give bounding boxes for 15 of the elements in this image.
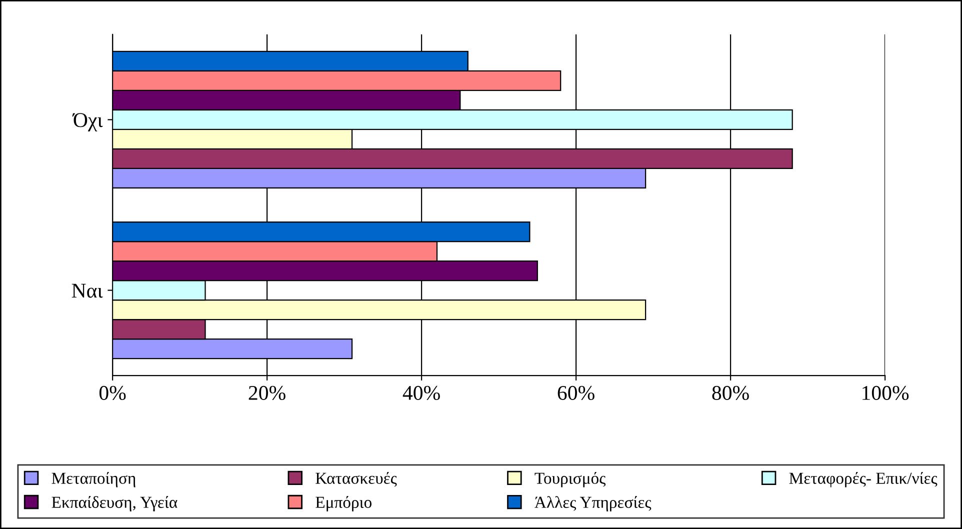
x-tick-label: 40% — [402, 386, 440, 400]
legend-label: Άλλες Υπηρεσίες — [534, 496, 652, 512]
x-tick-label: 0% — [99, 386, 126, 400]
x-tick-label: 60% — [558, 386, 594, 400]
legend-label: Κατασκευές — [316, 472, 397, 487]
x-tick-label: 100% — [862, 386, 909, 400]
y-tick-label: Όχι — [72, 113, 103, 132]
x-tick-label: 20% — [248, 386, 286, 400]
y-tick-label: Ναι — [72, 284, 103, 298]
legend-label: Εμπόριο — [316, 496, 372, 512]
legend-label: Μεταποίηση — [52, 472, 136, 488]
legend-label: Μεταφορές- Επικ/νίες — [789, 472, 938, 488]
x-tick-label: 80% — [712, 386, 749, 400]
legend-label: Τουρισμός — [534, 472, 606, 488]
legend-label: Εκπαίδευση, Υγεία — [52, 496, 178, 512]
